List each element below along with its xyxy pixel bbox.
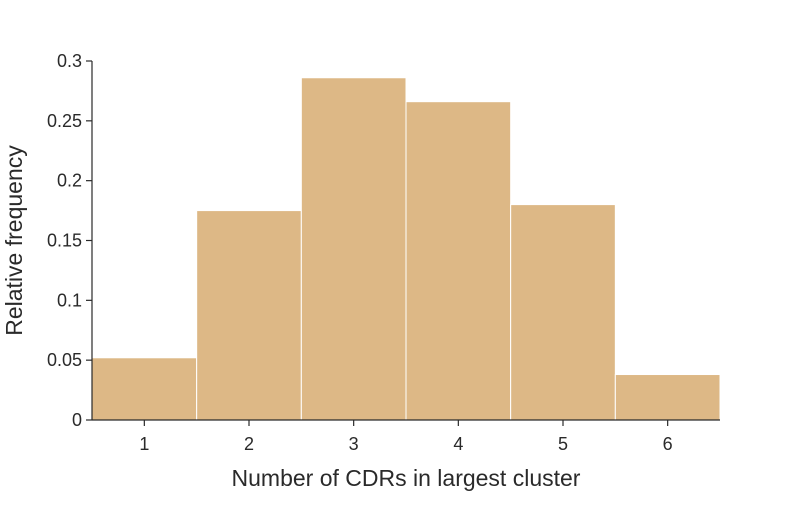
x-ticks-layer: 1 2 3 4 5 6 [139,420,673,454]
bars-layer [91,77,721,421]
x-tick-label: 2 [244,434,254,454]
y-tick-label: 0.3 [57,51,82,71]
y-axis-title: Relative frequency [1,145,27,336]
y-ticks-layer: 0 0.05 0.1 0.15 0.2 0.25 0.3 [47,51,92,430]
x-tick-label: 3 [349,434,359,454]
x-tick-label: 1 [139,434,149,454]
x-tick-label: 5 [558,434,568,454]
y-tick-label: 0.1 [57,290,82,310]
y-tick-label: 0.15 [47,231,82,251]
y-tick-label: 0.25 [47,111,82,131]
x-tick-label: 6 [663,434,673,454]
bar-4 [405,101,512,421]
bar-1 [91,357,198,421]
x-axis-title: Number of CDRs in largest cluster [232,465,581,491]
bar-3 [300,77,407,421]
y-tick-label: 0 [72,410,82,430]
bar-2 [196,210,302,421]
bar-5 [510,204,616,421]
y-tick-label: 0.05 [47,350,82,370]
x-tick-label: 4 [453,434,463,454]
y-tick-label: 0.2 [57,171,82,191]
bar-6 [614,374,721,421]
